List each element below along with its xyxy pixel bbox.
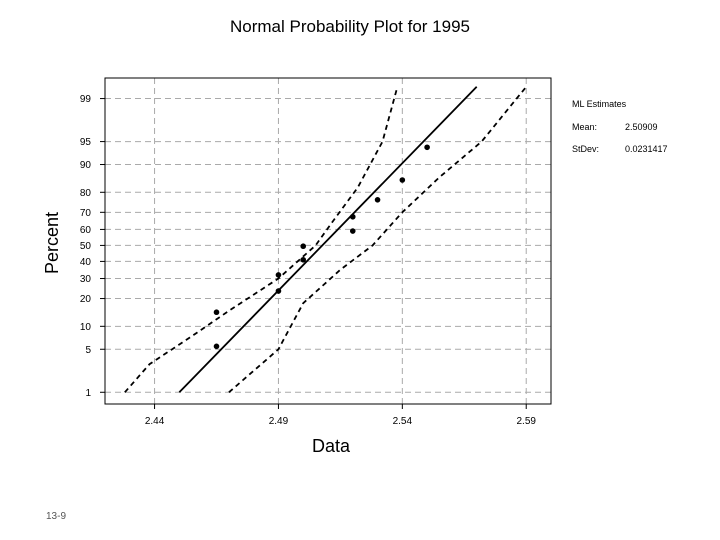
y-tick-label: 40 <box>80 257 92 268</box>
y-tick-label: 80 <box>80 188 92 199</box>
data-point <box>213 343 220 350</box>
data-point <box>275 272 282 278</box>
y-tick-label: 95 <box>80 137 92 148</box>
y-tick-label: 99 <box>80 94 92 105</box>
chart-title: Normal Probability Plot for 1995 <box>230 17 470 36</box>
legend-stdev-label: StDev: <box>572 144 599 154</box>
y-tick-label: 90 <box>80 160 92 171</box>
ml-estimates-legend: ML Estimates Mean: 2.50909 StDev: 0.0231… <box>572 99 668 154</box>
data-point <box>424 144 430 151</box>
legend-mean-value: 2.50909 <box>625 122 658 132</box>
y-tick-label: 10 <box>80 322 92 333</box>
legend-mean-label: Mean: <box>572 122 597 132</box>
data-point <box>300 243 307 250</box>
y-tick-label: 60 <box>80 225 92 236</box>
x-tick-label: 2.59 <box>516 416 536 427</box>
x-tick-label: 2.54 <box>393 416 413 427</box>
legend-stdev-value: 0.0231417 <box>625 144 668 154</box>
y-tick-label: 30 <box>80 274 92 285</box>
data-point <box>300 256 307 263</box>
confidence-band-line <box>228 86 527 393</box>
fit-and-confidence-lines <box>124 86 527 393</box>
y-axis-title: Percent <box>42 212 62 274</box>
legend-heading: ML Estimates <box>572 99 627 109</box>
data-point <box>374 197 381 203</box>
y-axis-ticks: 1 5 10 20 30 40 50 60 70 80 90 95 99 <box>80 94 105 399</box>
data-points <box>213 144 430 350</box>
confidence-band-line <box>124 86 399 393</box>
plot-frame <box>104 77 552 405</box>
slide-number: 13-9 <box>46 511 67 522</box>
y-tick-label: 70 <box>80 208 92 219</box>
y-tick-label: 5 <box>85 345 91 356</box>
data-point <box>275 288 282 294</box>
x-axis-ticks: 2.44 2.49 2.54 2.59 <box>145 404 536 427</box>
y-tick-label: 50 <box>80 241 92 252</box>
data-point <box>399 177 406 183</box>
y-tick-label: 20 <box>80 294 92 305</box>
data-point <box>213 309 220 316</box>
data-point <box>349 228 356 234</box>
y-tick-label: 1 <box>85 388 91 399</box>
x-axis-title: Data <box>312 436 351 456</box>
data-point <box>349 213 356 220</box>
fit-line <box>178 86 478 393</box>
gridlines <box>105 78 551 404</box>
x-tick-label: 2.49 <box>269 416 289 427</box>
x-tick-label: 2.44 <box>145 416 165 427</box>
